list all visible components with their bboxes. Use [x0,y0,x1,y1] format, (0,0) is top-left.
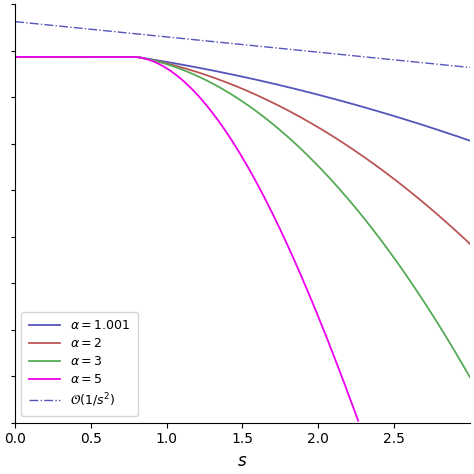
$\alpha = 1.001$ [467,138,473,144]
$\alpha = 2$ [352,147,357,153]
$\alpha = 3$ [467,374,473,380]
$\alpha = 2$ [12,54,18,60]
$\alpha = 3$ [95,54,100,60]
$\alpha = 5$ [12,54,18,60]
$\mathcal{O}(1/s^2)$ [12,19,18,25]
$\alpha = 5$ [110,54,116,60]
Line: $\alpha = 5$: $\alpha = 5$ [15,57,358,421]
$\alpha = 3$ [12,54,18,60]
$\alpha = 5$ [306,291,312,297]
$\mathcal{O}(1/s^2)$ [285,46,291,52]
$\alpha = 2$ [95,54,100,60]
$\alpha = 5$ [313,308,319,313]
$\mathcal{O}(1/s^2)$ [186,36,191,42]
$\alpha = 2$ [386,172,392,178]
$\alpha = 5$ [255,182,261,188]
Line: $\alpha = 2$: $\alpha = 2$ [15,57,470,244]
$\alpha = 3$ [186,69,191,75]
$\alpha = 1.001$ [12,54,18,60]
$\alpha = 1.001$ [308,90,314,96]
$\mathcal{O}(1/s^2)$ [386,56,392,62]
$\mathcal{O}(1/s^2)$ [308,49,314,55]
$\alpha = 3$ [352,204,357,210]
$\mathcal{O}(1/s^2)$ [95,27,100,33]
$\alpha = 1.001$ [285,84,291,90]
X-axis label: s: s [238,452,247,470]
$\alpha = 3$ [285,134,291,140]
$\alpha = 1.001$ [352,101,357,107]
$\mathcal{O}(1/s^2)$ [467,64,473,70]
Legend: $\alpha = 1.001$, $\alpha = 2$, $\alpha = 3$, $\alpha = 5$, $\mathcal{O}(1/s^2)$: $\alpha = 1.001$, $\alpha = 2$, $\alpha … [21,312,138,416]
$\mathcal{O}(1/s^2)$ [352,53,357,59]
Line: $\alpha = 3$: $\alpha = 3$ [15,57,470,377]
$\alpha = 3$ [386,248,392,254]
$\alpha = 5$ [209,109,215,115]
Line: $\mathcal{O}(1/s^2)$: $\mathcal{O}(1/s^2)$ [15,22,470,67]
$\alpha = 2$ [186,67,191,73]
$\alpha = 2$ [285,108,291,113]
$\alpha = 3$ [308,155,314,161]
$\alpha = 5$ [356,418,361,424]
$\alpha = 1.001$ [386,112,392,118]
$\alpha = 1.001$ [186,63,191,69]
$\alpha = 2$ [467,241,473,246]
$\alpha = 2$ [308,120,314,126]
$\alpha = 5$ [322,330,328,336]
Line: $\alpha = 1.001$: $\alpha = 1.001$ [15,57,470,141]
$\alpha = 1.001$ [95,54,100,60]
